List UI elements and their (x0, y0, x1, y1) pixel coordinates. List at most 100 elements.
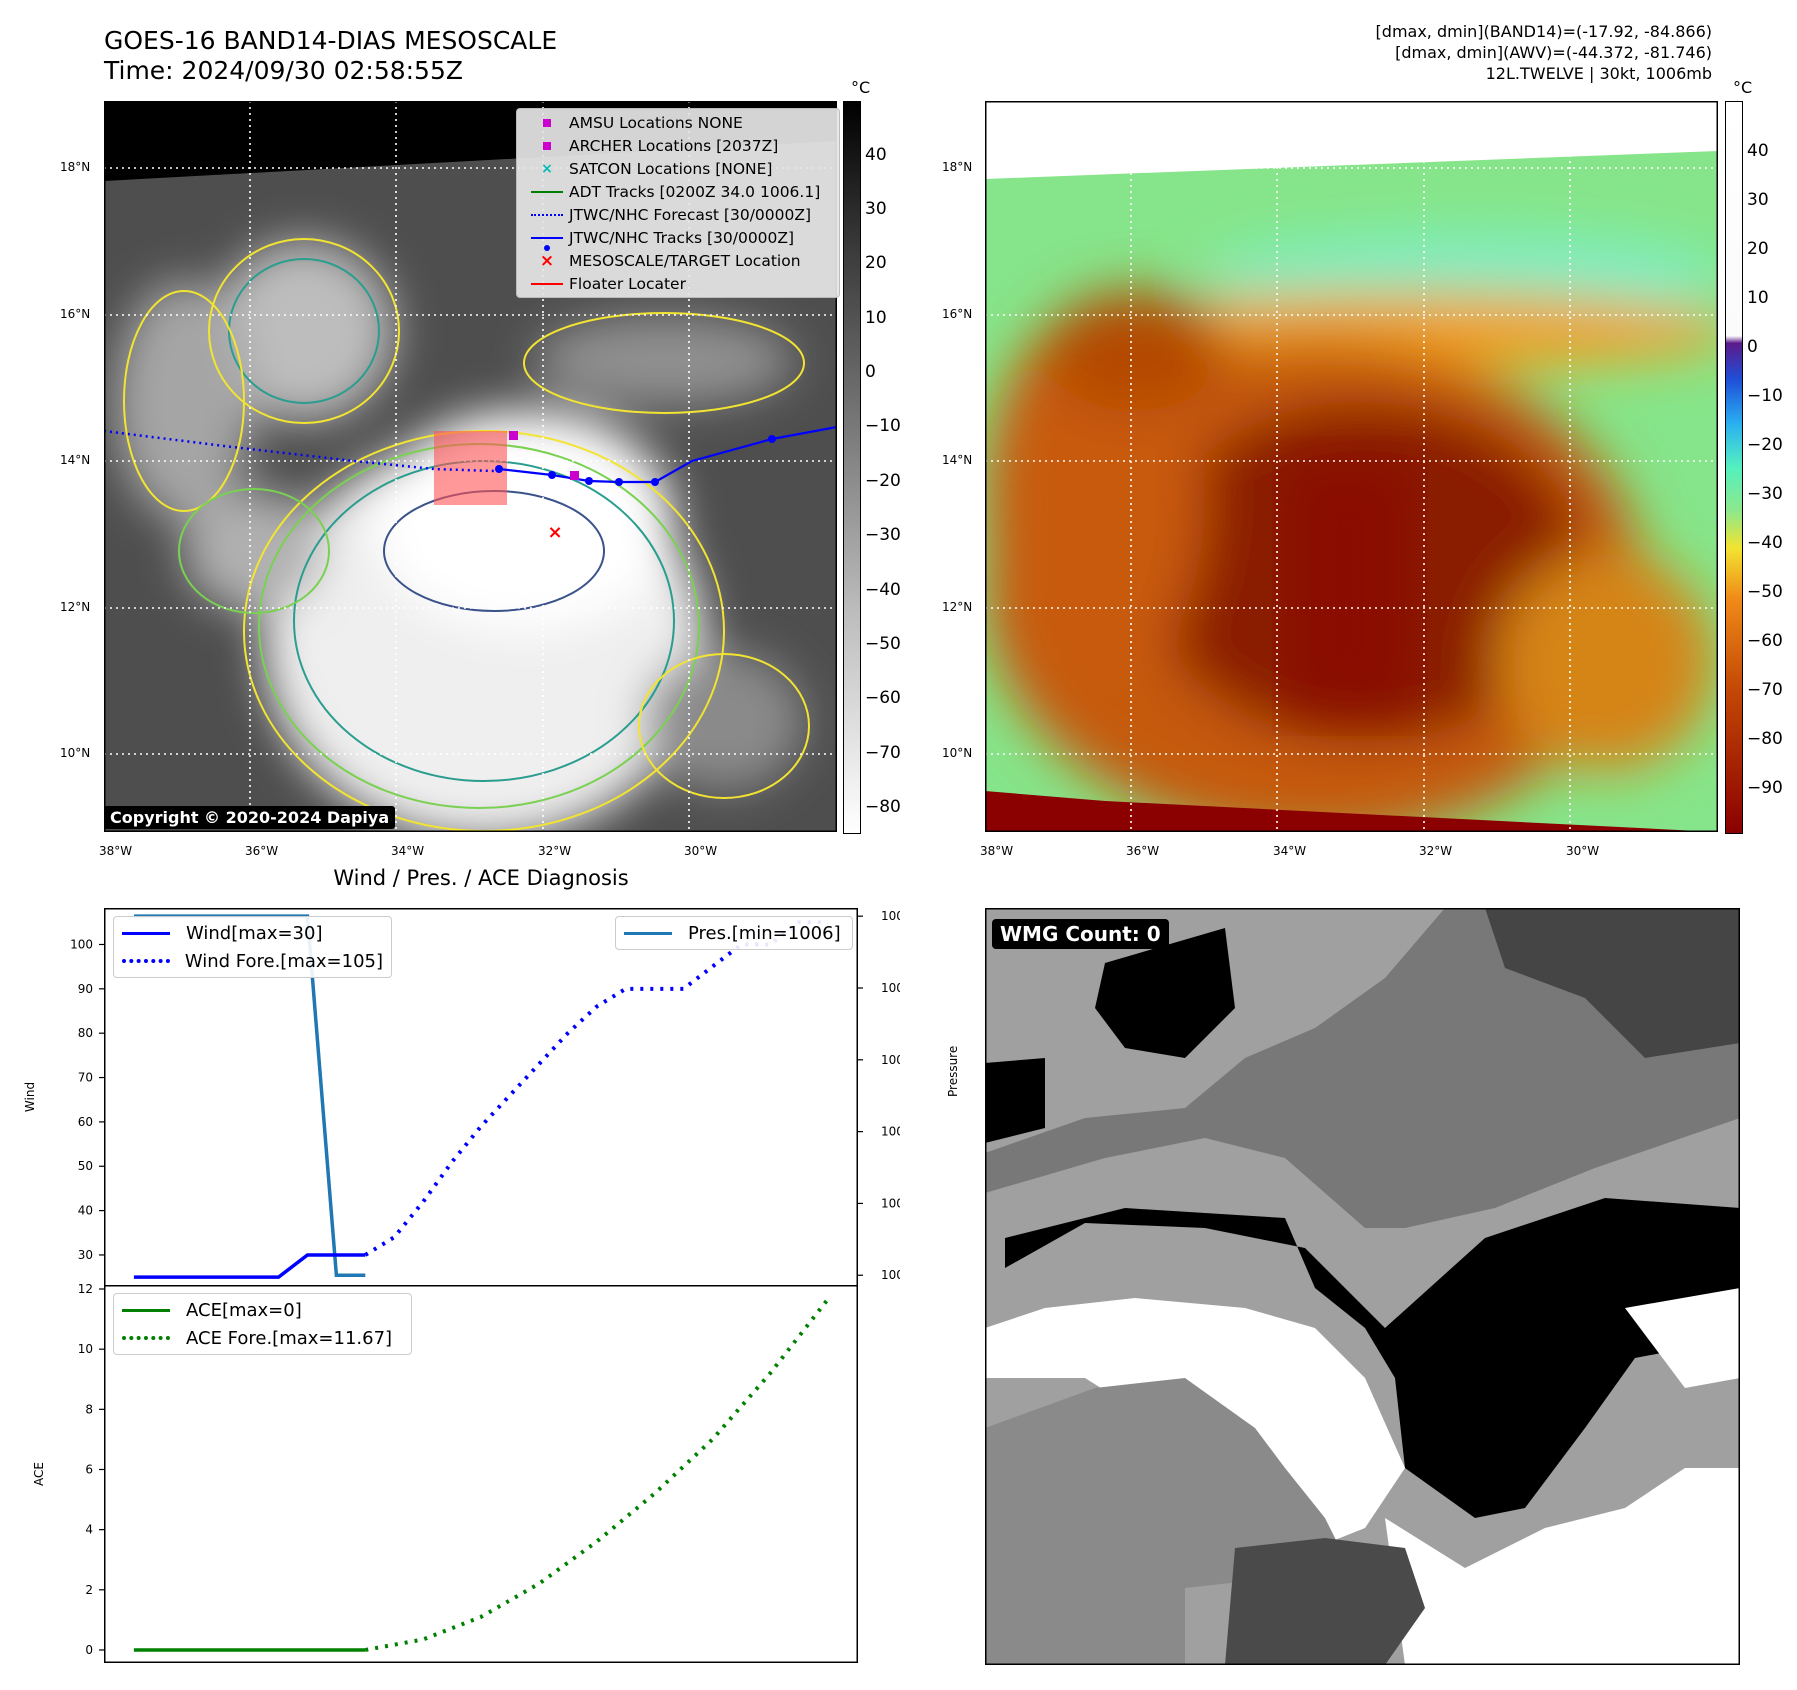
pressure-tick-label: 1006.8 (881, 981, 900, 995)
ace-tick-label: 6 (85, 1462, 93, 1476)
awv-cb-tick: −40 (1747, 533, 1783, 553)
legend-satcon: × SATCON Locations [NONE] (541, 159, 773, 178)
awv-map (985, 101, 1718, 832)
awv-cb-tick: −50 (1747, 582, 1783, 602)
ace-tick-label: 8 (85, 1402, 93, 1416)
awv-lon-34: 34°W (1273, 844, 1307, 858)
pressure-tick-label: 1006.4 (881, 1125, 900, 1139)
ace-tick-label: 2 (85, 1583, 93, 1597)
awv-colorbar (1725, 101, 1743, 834)
legend-adt: ADT Tracks [0200Z 34.0 1006.1] (525, 180, 831, 203)
awv-lat-14: 14°N (942, 453, 973, 467)
diagnosis-title: Wind / Pres. / ACE Diagnosis (333, 866, 629, 890)
ir-cb-tick: −30 (865, 525, 901, 545)
ace-tick-label: 12 (78, 1282, 93, 1296)
awv-lat-18: 18°N (942, 160, 973, 174)
ace-tick-label: 0 (85, 1643, 93, 1657)
ace-series-1 (364, 1297, 830, 1652)
awv-cb-tick: 30 (1747, 190, 1769, 210)
awv-cb-tick: 20 (1747, 239, 1769, 259)
ir-cb-tick: −40 (865, 580, 901, 600)
awv-lon-38: 38°W (980, 844, 1014, 858)
legend-target: × MESOSCALE/TARGET Location (539, 250, 801, 271)
ir-lon-30: 30°W (684, 844, 718, 858)
ir-colorbar-unit: °C (851, 78, 871, 97)
awv-cb-tick: −80 (1747, 729, 1783, 749)
wmg-map (985, 908, 1740, 1665)
jtwc-track (498, 425, 837, 484)
ir-lat-12: 12°N (60, 600, 91, 614)
floater-box (434, 431, 507, 505)
awv-lat-10: 10°N (942, 746, 973, 760)
awv-cb-tick: 10 (1747, 288, 1769, 308)
wind-tick-label: 100 (70, 937, 93, 951)
awv-lat-12: 12°N (942, 600, 973, 614)
awv-cb-tick: −70 (1747, 680, 1783, 700)
ir-cb-tick: 10 (865, 308, 887, 328)
legend-wind: Wind[max=30] (122, 919, 383, 947)
pressure-tick-label: 1007.0 (881, 909, 900, 923)
pressure-tick-label: 1006.6 (881, 1053, 900, 1067)
awv-lat-16: 16°N (942, 307, 973, 321)
wind-tick-label: 90 (78, 982, 93, 996)
target-marker: × (547, 522, 562, 543)
ir-lon-36: 36°W (245, 844, 279, 858)
awv-cb-tick: −60 (1747, 631, 1783, 651)
wind-tick-label: 50 (78, 1159, 93, 1173)
wmg-count-badge: WMG Count: 0 (992, 919, 1169, 949)
ace-tick-label: 10 (78, 1342, 93, 1356)
ace-tick-label: 4 (85, 1523, 93, 1537)
archer-marker (509, 431, 518, 440)
awv-lon-30: 30°W (1566, 844, 1600, 858)
wind-tick-label: 80 (78, 1026, 93, 1040)
pressure-tick-label: 1006.2 (881, 1196, 900, 1210)
ir-cb-tick: −80 (865, 797, 901, 817)
legend-forecast: JTWC/NHC Forecast [30/0000Z] (525, 203, 831, 226)
ir-cb-tick: −20 (865, 471, 901, 491)
figure-time: Time: 2024/09/30 02:58:55Z (104, 56, 463, 85)
awv-cb-tick: −30 (1747, 484, 1783, 504)
ir-cb-tick: −10 (865, 416, 901, 436)
wind-series-1 (364, 920, 829, 1257)
ir-lat-10: 10°N (60, 746, 91, 760)
ir-cb-tick: −60 (865, 688, 901, 708)
awv-lon-36: 36°W (1126, 844, 1160, 858)
pressure-axis-label: Pressure (946, 1045, 960, 1097)
wind-ylabel: Wind (23, 1082, 37, 1112)
ir-lat-14: 14°N (60, 453, 91, 467)
ir-legend: AMSU Locations NONE ARCHER Locations [20… (516, 108, 840, 298)
ace-axes-frame (104, 1285, 858, 1663)
ir-lat-16: 16°N (60, 307, 91, 321)
legend-pressure: Pres.[min=1006] (624, 919, 844, 947)
ir-colorbar (843, 101, 861, 834)
legend-ace-fore: ACE Fore.[max=11.67] (122, 1324, 403, 1352)
pressure-legend: Pres.[min=1006] (615, 916, 853, 950)
copyright-badge: Copyright © 2020-2024 Dapiya (104, 806, 396, 829)
ir-cb-tick: −70 (865, 743, 901, 763)
ir-lon-34: 34°W (391, 844, 425, 858)
awv-colorbar-unit: °C (1733, 78, 1753, 97)
legend-ace: ACE[max=0] (122, 1296, 403, 1324)
awv-lon-32: 32°W (1419, 844, 1453, 858)
wind-tick-label: 30 (78, 1248, 93, 1262)
legend-tracks: JTWC/NHC Tracks [30/0000Z] (525, 226, 831, 251)
ir-cb-tick: 20 (865, 253, 887, 273)
ace-ylabel: ACE (32, 1462, 46, 1486)
awv-cb-tick: −20 (1747, 435, 1783, 455)
awv-cb-tick: −10 (1747, 386, 1783, 406)
ir-lat-18: 18°N (60, 160, 91, 174)
wind-tick-label: 70 (78, 1071, 93, 1085)
archer-marker-2 (570, 471, 579, 480)
awv-cb-tick: 0 (1747, 337, 1758, 357)
pressure-tick-label: 1006.0 (881, 1268, 900, 1282)
awv-cb-tick: −90 (1747, 778, 1783, 798)
figure-title: GOES-16 BAND14-DIAS MESOSCALE (104, 26, 558, 55)
legend-archer: ARCHER Locations [2037Z] (525, 134, 831, 157)
wind-tick-label: 60 (78, 1115, 93, 1129)
awv-cb-tick: 40 (1747, 141, 1769, 161)
legend-floater: Floater Locater (525, 272, 831, 295)
ir-cb-tick: −50 (865, 634, 901, 654)
stats-band14: [dmax, dmin](BAND14)=(-17.92, -84.866) (1375, 22, 1712, 41)
ir-cb-tick: 30 (865, 199, 887, 219)
